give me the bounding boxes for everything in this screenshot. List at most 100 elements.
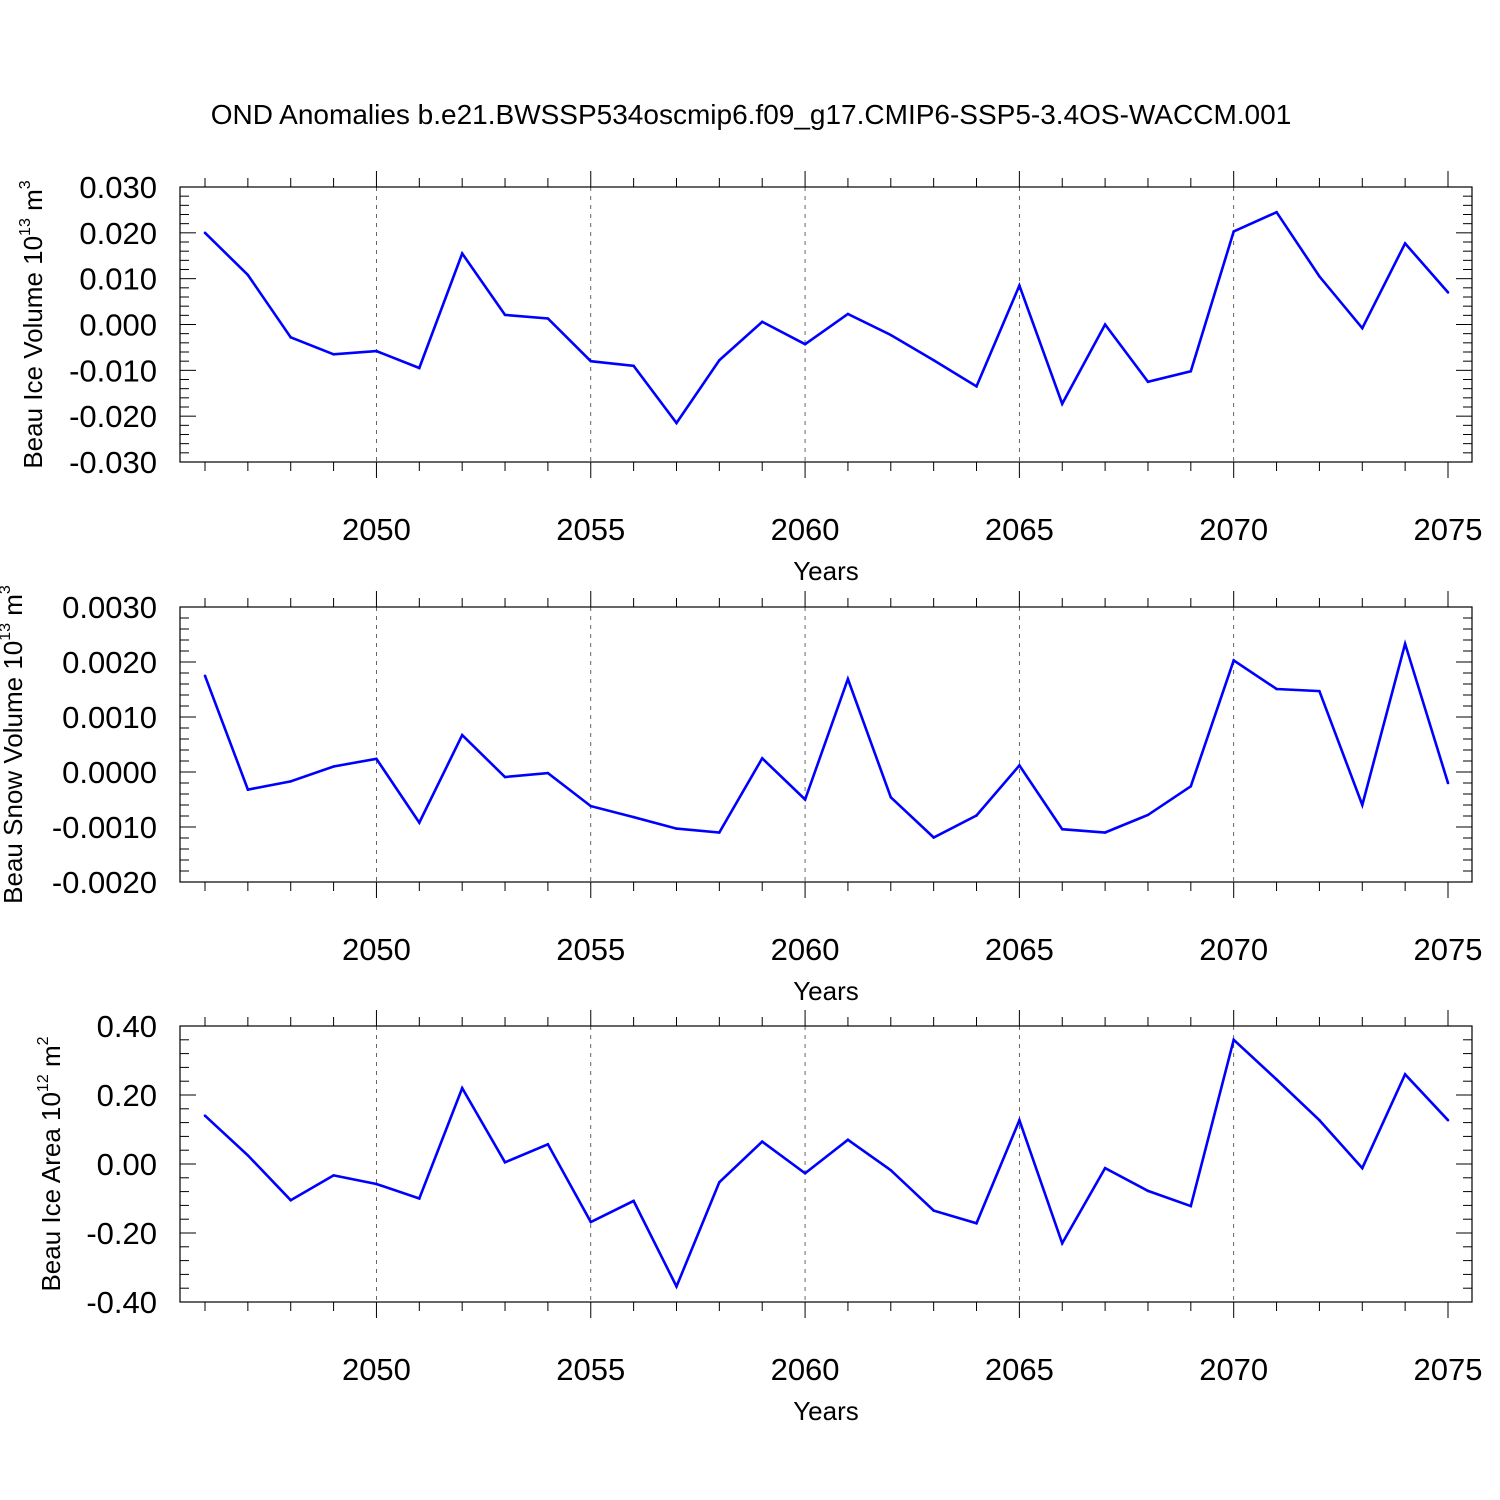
data-point (846, 312, 850, 316)
data-point (718, 1180, 721, 1184)
data-point (975, 814, 978, 817)
data-point (1189, 1204, 1193, 1208)
panel-3: 0.40 0.20 0.00 -0.20 -0.40 2050 2055 2060 2065 20… (35, 1009, 1482, 1426)
x-axis-label: Years (793, 976, 859, 1006)
data-point (1103, 1166, 1107, 1170)
data-point (546, 771, 550, 775)
data-point (1446, 1118, 1450, 1122)
y-tick-label: 0.0020 (62, 645, 157, 680)
x-tick-label: 2075 (1414, 512, 1483, 547)
data-point (1360, 803, 1364, 807)
data-point (375, 349, 378, 353)
data-point (1103, 323, 1107, 326)
series-line (204, 1037, 1449, 1290)
data-point (760, 1140, 764, 1143)
data-point (1360, 1166, 1364, 1170)
data-point (418, 1197, 421, 1200)
data-point (375, 757, 378, 761)
data-point (1060, 402, 1064, 406)
data-point (1018, 764, 1021, 767)
y-axis-label: Beau Snow Volume 1013 m3 (0, 585, 28, 904)
data-point (1232, 659, 1235, 662)
x-tick-label: 2060 (771, 512, 840, 547)
data-point (932, 836, 935, 839)
data-point (332, 765, 335, 768)
data-point (1018, 284, 1021, 287)
data-point (803, 798, 807, 801)
data-point (675, 1285, 678, 1288)
y-tick-label: 0.030 (79, 170, 157, 205)
data-point (460, 1086, 464, 1090)
x-axis-label: Years (793, 556, 859, 586)
x-tick-label: 2070 (1199, 932, 1268, 967)
data-point (246, 788, 250, 791)
data-point (1318, 1118, 1321, 1122)
y-tick-label: -0.0010 (52, 810, 157, 845)
data-point (503, 1160, 507, 1164)
data-point (589, 359, 593, 363)
chart-title: OND Anomalies b.e21.BWSSP534oscmip6.f09_… (211, 99, 1292, 130)
data-point (1060, 1242, 1064, 1245)
y-axis-label: Beau Ice Area 1012 m2 (35, 1036, 66, 1291)
y-tick-label: 0.0030 (62, 590, 157, 625)
data-point (846, 1138, 850, 1142)
y-tick-label: -0.20 (86, 1216, 157, 1251)
data-point (846, 677, 850, 681)
data-point (332, 1174, 335, 1177)
data-point (203, 231, 207, 235)
data-point (1403, 642, 1407, 646)
y-axis-label: Beau Ice Volume 1013 m3 (17, 180, 48, 468)
data-point (589, 1220, 593, 1224)
data-point (718, 358, 721, 362)
data-point (1146, 813, 1150, 817)
data-point (932, 1209, 935, 1212)
plot-frame (179, 606, 1473, 883)
y-tick-label: 0.010 (79, 262, 157, 297)
x-tick-label: 2065 (985, 512, 1054, 547)
data-point (418, 821, 421, 824)
x-tick-label: 2055 (556, 512, 625, 547)
data-point (975, 1222, 978, 1225)
panels: 0.030 0.020 0.010 0.000 -0.010 -0.020 -0.030 20… (0, 170, 1482, 1426)
data-point (289, 336, 293, 339)
data-point (1146, 1189, 1150, 1193)
x-tick-label: 2050 (342, 1352, 411, 1387)
y-tick-label: 0.0000 (62, 755, 157, 790)
data-point (418, 366, 421, 370)
data-point (289, 1198, 293, 1202)
panel-2: 0.0030 0.0020 0.0010 0.0000 -0.0010 -0.0020 20… (0, 585, 1482, 1006)
data-point (718, 831, 721, 834)
data-point (632, 364, 635, 368)
data-point (460, 252, 464, 255)
y-tick-label: -0.030 (69, 445, 157, 480)
x-tick-label: 2060 (771, 1352, 840, 1387)
data-point (632, 1199, 635, 1203)
data-point (1403, 1073, 1407, 1076)
data-point (1232, 1038, 1235, 1042)
data-point (1189, 785, 1193, 788)
data-point (889, 1168, 893, 1172)
data-point (932, 358, 935, 362)
data-point (889, 333, 893, 337)
x-axis-label: Years (793, 1396, 859, 1426)
data-point (760, 320, 764, 324)
data-point (203, 1114, 207, 1117)
x-tick-label: 2070 (1199, 512, 1268, 547)
data-point (675, 827, 678, 830)
data-point (1275, 687, 1278, 691)
data-point (203, 674, 207, 678)
data-point (546, 1143, 550, 1146)
data-point (1275, 1078, 1278, 1081)
data-point (760, 756, 764, 760)
data-point (375, 1182, 378, 1186)
data-point (246, 1154, 250, 1157)
y-tick-label: -0.40 (86, 1285, 157, 1320)
data-point (632, 815, 635, 819)
data-point (889, 796, 893, 799)
data-point (1103, 831, 1107, 834)
data-point (1232, 230, 1235, 233)
data-point (1275, 210, 1278, 214)
y-tick-label: 0.020 (79, 216, 157, 251)
y-tick-label: 0.000 (79, 308, 157, 343)
